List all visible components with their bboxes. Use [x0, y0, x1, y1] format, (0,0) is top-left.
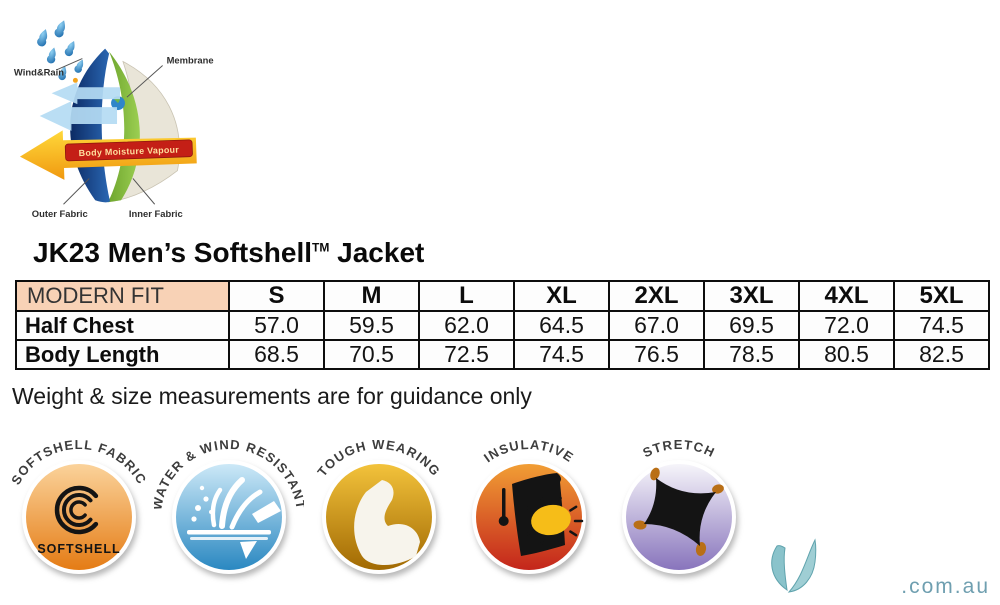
outer-fabric-label: Outer Fabric: [32, 208, 88, 219]
measurement-cell: 74.5: [513, 339, 610, 370]
inner-fabric-label: Inner Fabric: [129, 208, 183, 219]
size-chart-table: MODERN FIT S M L XL 2XL 3XL 4XL 5XL Half…: [15, 280, 990, 370]
measurement-cell: 82.5: [893, 339, 990, 370]
moisture-arrow-icon: Body Moisture Vapour: [19, 130, 197, 180]
fit-header-cell: MODERN FIT: [15, 280, 230, 312]
measurement-cell: 76.5: [608, 339, 705, 370]
row-label: Half Chest: [15, 310, 230, 341]
membrane-label: Membrane: [167, 54, 214, 65]
badge-inner-label: SOFTSHELL: [37, 542, 120, 556]
measurement-cell: 70.5: [323, 339, 420, 370]
stretch-fabric-icon: [633, 467, 724, 556]
water-splash-icon: [187, 477, 281, 559]
measurement-cell: 57.0: [228, 310, 325, 341]
table-row: Half Chest 57.0 59.5 62.0 64.5 67.0 69.5…: [15, 310, 990, 341]
guidance-note: Weight & size measurements are for guida…: [12, 383, 532, 409]
measurement-cell: 62.0: [418, 310, 515, 341]
row-label: Body Length: [15, 339, 230, 370]
leader-lines: [57, 58, 163, 205]
fabric-layers-diagram: Body Moisture Vapour Wind&Rain Membrane …: [14, 20, 214, 219]
trademark-symbol: TM: [312, 240, 330, 255]
product-title: JK23 Men’s SoftshellTM Jacket: [33, 237, 424, 269]
sun-behind-fabric-icon: [498, 473, 584, 556]
measurement-cell: 80.5: [798, 339, 895, 370]
table-row: Body Length 68.5 70.5 72.5 74.5 76.5 78.…: [15, 339, 990, 370]
flexed-arm-icon: [354, 480, 420, 565]
measurement-cell: 72.5: [418, 339, 515, 370]
size-col-header: 5XL: [893, 280, 990, 312]
size-col-header: XL: [513, 280, 610, 312]
size-col-header: 2XL: [608, 280, 705, 312]
c-spiral-icon: [54, 485, 99, 535]
domain-suffix: .com.au: [901, 575, 990, 598]
moisture-banner-label: Body Moisture Vapour: [79, 145, 180, 159]
size-col-header: S: [228, 280, 325, 312]
u-leaf-logo-icon: [771, 538, 817, 593]
measurement-cell: 67.0: [608, 310, 705, 341]
feature-badges: SOFTSHELL FABRIC SOFTSHELL WATER & WIND …: [4, 418, 754, 586]
product-title-main: JK23 Men’s Softshell: [33, 237, 313, 268]
measurement-cell: 74.5: [893, 310, 990, 341]
product-title-tail: Jacket: [329, 237, 425, 268]
measurement-cell: 68.5: [228, 339, 325, 370]
wind-rain-label: Wind&Rain: [14, 66, 64, 77]
size-col-header: M: [323, 280, 420, 312]
size-col-header: 3XL: [703, 280, 800, 312]
measurement-cell: 59.5: [323, 310, 420, 341]
size-col-header: L: [418, 280, 515, 312]
badge-insulative: INSULATIVE: [472, 437, 586, 574]
measurement-cell: 64.5: [513, 310, 610, 341]
badge-stretch: STRETCH: [622, 437, 736, 574]
badge-tough-wearing: TOUGH WEARING: [314, 437, 442, 574]
badge-water-wind-resistant: WATER & WIND RESISTANT: [154, 437, 304, 574]
measurement-cell: 72.0: [798, 310, 895, 341]
badge-softshell-fabric: SOFTSHELL FABRIC SOFTSHELL: [8, 437, 149, 574]
pointer-dot: [72, 77, 78, 83]
rain-droplets-icon: [37, 20, 84, 81]
badge-arc-label: STRETCH: [640, 437, 717, 460]
measurement-cell: 78.5: [703, 339, 800, 370]
size-col-header: 4XL: [798, 280, 895, 312]
wind-arrows-icon: [39, 82, 120, 131]
table-header-row: MODERN FIT S M L XL 2XL 3XL 4XL 5XL: [15, 280, 990, 312]
measurement-cell: 69.5: [703, 310, 800, 341]
fabric-layers-icon: [70, 48, 180, 203]
